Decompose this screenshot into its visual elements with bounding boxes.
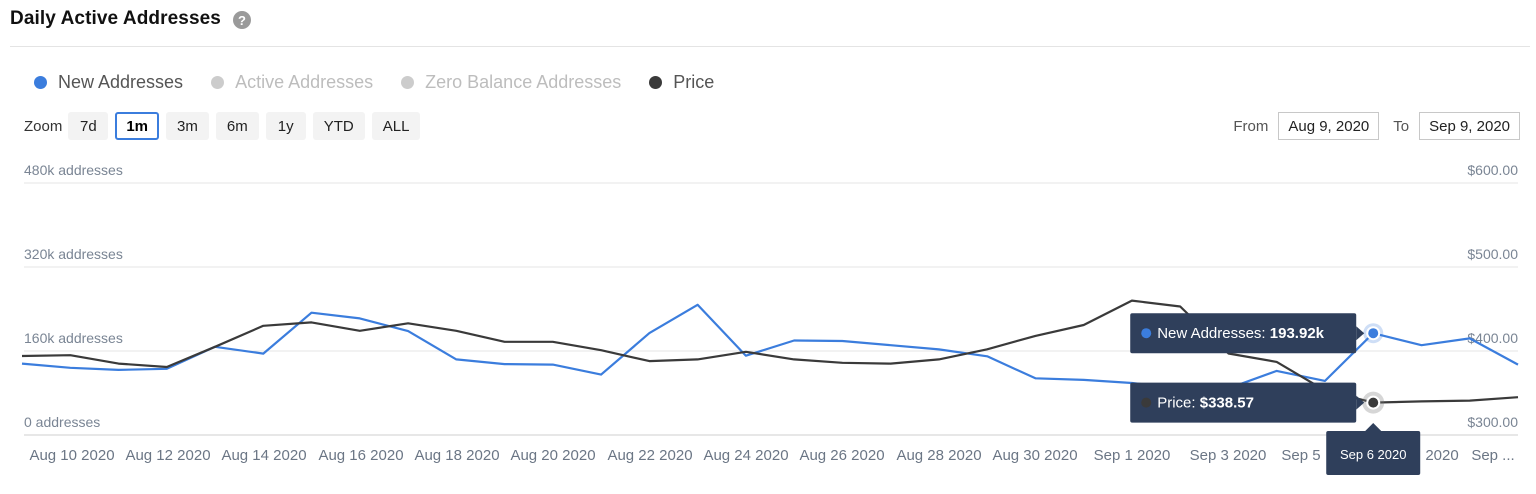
zoom-controls: Zoom 7d 1m 3m 6m 1y YTD ALL: [24, 112, 427, 140]
y-right-tick-label: $500.00: [1467, 246, 1518, 262]
tooltip-text: New Addresses: 193.92k: [1157, 325, 1324, 342]
x-tick-label: Sep 1 2020: [1094, 447, 1171, 464]
tooltip-arrow: [1356, 395, 1365, 410]
legend-dot-icon: [34, 76, 47, 89]
legend-item-active-addresses[interactable]: Active Addresses: [211, 72, 373, 93]
zoom-button-ytd[interactable]: YTD: [312, 112, 365, 140]
x-tick-label: Aug 14 2020: [221, 447, 306, 464]
tooltip-date-text: Sep 6 2020: [1340, 447, 1407, 462]
tooltip-new-addresses: New Addresses: 193.92k: [1130, 313, 1365, 354]
y-left-tick-label: 480k addresses: [24, 162, 123, 178]
zoom-label: Zoom: [24, 117, 63, 135]
tooltip-price: Price: $338.57: [1130, 382, 1365, 423]
y-right-tick-label: $300.00: [1467, 414, 1518, 430]
legend-item-new-addresses[interactable]: New Addresses: [34, 72, 183, 93]
legend-item-price[interactable]: Price: [649, 72, 714, 93]
hover-point-new-addresses: [1366, 326, 1381, 341]
tooltip-arrow: [1356, 326, 1365, 341]
y-left-tick-label: 0 addresses: [24, 414, 100, 430]
y-left-tick-label: 160k addresses: [24, 330, 123, 346]
series-line-price: [21, 299, 1519, 404]
x-tick-label: 2020: [1425, 447, 1458, 464]
series-line-new-addresses: [21, 303, 1519, 390]
zoom-button-7d[interactable]: 7d: [68, 112, 109, 140]
tooltip-date: Sep 6 2020: [1326, 423, 1421, 475]
tooltip-box: [1130, 313, 1357, 354]
tooltip-box: [1326, 431, 1421, 475]
chart-header: Daily Active Addresses ?: [10, 8, 251, 30]
x-tick-label: Aug 28 2020: [896, 447, 981, 464]
x-tick-label: Sep ...: [1471, 447, 1514, 464]
legend-item-zero-balance-addresses[interactable]: Zero Balance Addresses: [401, 72, 621, 93]
x-tick-label: Aug 12 2020: [125, 447, 210, 464]
tooltip-dot-icon: [1141, 397, 1152, 408]
legend-label: Zero Balance Addresses: [425, 72, 622, 92]
date-range: From Aug 9, 2020 To Sep 9, 2020: [1233, 112, 1520, 140]
tooltip-arrow: [1365, 423, 1382, 431]
legend-label: New Addresses: [58, 72, 184, 92]
tooltip-dot-icon: [1141, 328, 1152, 339]
x-tick-label: Aug 16 2020: [318, 447, 403, 464]
legend-label: Price: [673, 72, 715, 92]
tooltip-text: Price: $338.57: [1157, 395, 1254, 412]
x-tick-label: Aug 26 2020: [799, 447, 884, 464]
help-icon[interactable]: ?: [232, 11, 251, 29]
header-divider: [10, 46, 1530, 47]
chart-legend: New Addresses Active Addresses Zero Balanc…: [34, 72, 714, 93]
to-label: To: [1393, 117, 1410, 135]
zoom-button-1y[interactable]: 1y: [265, 112, 306, 140]
x-tick-label: Aug 30 2020: [992, 447, 1077, 464]
x-tick-label: Sep 3 2020: [1190, 447, 1267, 464]
x-tick-label: Aug 18 2020: [414, 447, 499, 464]
legend-dot-icon: [211, 76, 225, 89]
to-date-input[interactable]: Sep 9, 2020: [1419, 112, 1520, 140]
x-tick-label: Sep 5: [1281, 447, 1320, 464]
from-label: From: [1233, 117, 1269, 135]
legend-dot-icon: [401, 76, 415, 89]
hover-point-price: [1366, 395, 1381, 410]
zoom-button-6m[interactable]: 6m: [215, 112, 259, 140]
x-tick-label: Aug 10 2020: [29, 447, 114, 464]
x-tick-label: Aug 24 2020: [703, 447, 788, 464]
x-tick-label: Aug 20 2020: [510, 447, 595, 464]
zoom-button-3m[interactable]: 3m: [166, 112, 209, 140]
y-right-tick-label: $400.00: [1467, 330, 1518, 346]
zoom-button-1m[interactable]: 1m: [115, 112, 160, 140]
legend-dot-icon: [649, 76, 663, 89]
chart-plot[interactable]: 0 addresses 160k addresses 320k addresses 4…: [0, 160, 1536, 494]
page-title: Daily Active Addresses: [10, 8, 221, 29]
y-right-tick-label: $600.00: [1467, 162, 1518, 178]
tooltip-box: [1130, 382, 1357, 423]
zoom-button-all[interactable]: ALL: [371, 112, 421, 140]
from-date-input[interactable]: Aug 9, 2020: [1278, 112, 1380, 140]
legend-label: Active Addresses: [235, 72, 374, 92]
y-left-tick-label: 320k addresses: [24, 246, 123, 262]
x-tick-label: Aug 22 2020: [607, 447, 692, 464]
